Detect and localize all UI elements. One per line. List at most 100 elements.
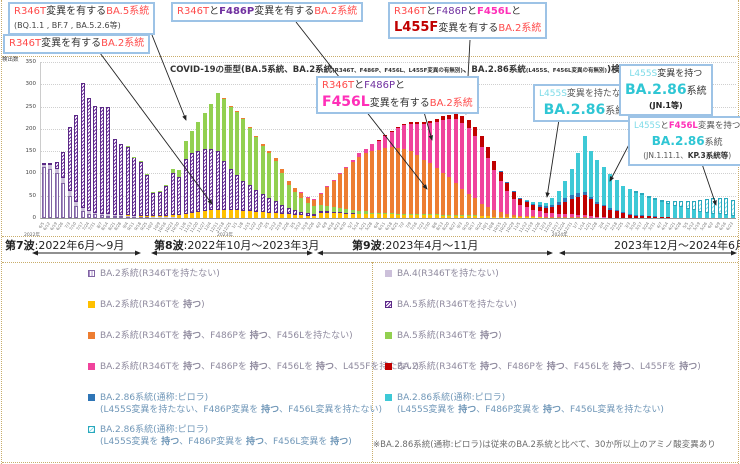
bar-segment-green [202, 113, 207, 149]
bar-segment-red [511, 192, 516, 200]
bar-segment-green [453, 214, 458, 216]
bar-segment-orange [235, 111, 240, 113]
text-segment: 変異を有する [369, 97, 430, 109]
bar-segment-lp [119, 216, 124, 218]
bar-segment-hatch [235, 174, 240, 211]
bar-segment-yellow [434, 214, 439, 218]
bar-segment-red [588, 199, 593, 217]
bar-segment-lp [80, 210, 85, 218]
annotation-line: F456L変異を有するBA.2系統 [322, 93, 473, 112]
annotation-line: (BQ.1.1 , BF.7 , BA.5.2.6等) [14, 19, 149, 33]
bar-segment-yellow [299, 215, 304, 218]
legend-swatch-magenta [88, 363, 95, 370]
text-segment: 持つ [183, 331, 202, 341]
text-segment: BA.4(R346Tを持たない) [397, 269, 499, 279]
bar-segment-yellow [241, 210, 246, 218]
annotation-line: L455SとF456L変異を持つ [634, 119, 740, 133]
bar-segment-magenta [595, 217, 600, 218]
bar-segment-green [222, 99, 227, 161]
wave-label-bold: 第8波 [154, 239, 184, 252]
bar-segment-cyan [698, 211, 703, 218]
bar-segment-yellow [144, 215, 149, 217]
text-segment: R346T [322, 80, 355, 91]
bar-segment-yellow [402, 214, 407, 218]
chart-title: COVID-19の亜型(BA.5系統、BA.2系統(R346T、F486P、F4… [170, 57, 638, 76]
bar-segment-green [273, 160, 278, 202]
bar-segment-yellow [582, 217, 587, 218]
bar-segment-orange [254, 135, 259, 137]
bar-segment-orange [292, 187, 297, 193]
bar-segment-yellow [222, 209, 227, 218]
bar-segment-orange [415, 154, 420, 214]
annotation-line: BA.2.86系統 [625, 81, 707, 100]
legend-swatch-opencyan [88, 426, 95, 433]
bar-segment-blue [556, 201, 561, 205]
bar-segment-ba4 [151, 216, 156, 218]
bar-segment-opencyan [653, 197, 658, 200]
text-segment: R346T [177, 6, 210, 17]
bar-segment-yellow [235, 210, 240, 218]
y-axis-tick-label: 250 [25, 103, 37, 110]
bar-segment-ba4 [99, 214, 104, 216]
bar-segment-magenta [460, 122, 465, 189]
bar-segment-cyan [717, 214, 722, 218]
bar-segment-orange [383, 148, 388, 214]
bar-segment-red [659, 217, 664, 218]
bar-segment-hatch [196, 151, 201, 213]
text-segment: 持つ [161, 437, 180, 447]
annotation-line: (JN.1.11.1、KP.3系統等) [634, 149, 740, 163]
text-segment: BA.2系統(R346Tを [397, 362, 481, 372]
bar-segment-yellow [357, 214, 362, 218]
bar-segment-red [653, 216, 658, 218]
bar-segment-cyan [543, 202, 548, 207]
bar-segment-yellow [318, 212, 323, 218]
bar-segment-green [280, 172, 285, 205]
wave-label-text: :2022年6月〜9月 [34, 239, 125, 252]
bar-segment-red [460, 115, 465, 123]
bar-segment-magenta [608, 217, 613, 218]
bar-segment-magenta [434, 121, 439, 168]
bar-segment-orange [325, 187, 330, 206]
bar-segment-opencyan [672, 201, 677, 206]
bar-segment-orange [408, 151, 413, 214]
bar-segment-green [318, 204, 323, 211]
bar-segment-orange [563, 216, 568, 218]
bar-segment-yellow [215, 209, 220, 218]
year-label: 2022年 [24, 233, 40, 238]
bar-segment-ba4 [74, 201, 79, 206]
bar-segment-hatch [112, 139, 117, 216]
bar-segment-green [299, 197, 304, 212]
text-segment: 持つ [245, 437, 264, 447]
text-segment: と [354, 80, 365, 91]
bar-segment-blue [627, 213, 632, 215]
bar-segment-orange [370, 151, 375, 213]
bar-segment-yellow [138, 215, 143, 217]
y-axis-tick-label: 200 [25, 125, 37, 132]
bar-segment-orange [556, 216, 561, 218]
bar-segment-orange [511, 215, 516, 218]
bar-segment-green [209, 104, 214, 149]
bar-segment-red [453, 113, 458, 120]
bar-segment-magenta [318, 193, 323, 194]
bar-segment-red [569, 198, 574, 215]
bar-segment-magenta [550, 213, 555, 218]
bar-segment-red [505, 182, 510, 192]
bar-segment-blue [614, 209, 619, 212]
bar-segment-orange [466, 193, 471, 216]
bar-segment-magenta [569, 214, 574, 218]
text-segment: BA.2.86 [651, 133, 705, 148]
bar-segment-yellow [421, 214, 426, 218]
bar-segment-ba4 [106, 214, 111, 216]
bar-segment-red [492, 160, 497, 171]
bar-segment-magenta [492, 170, 497, 211]
text-segment: 持つ [612, 362, 631, 372]
bar-segment-yellow [492, 216, 497, 218]
bar-segment-hatch [273, 201, 278, 214]
text-segment: (R346T、F486P、F456L、L455F変異の有無別) [332, 68, 463, 74]
bar-segment-blue [621, 212, 626, 214]
bar-segment-magenta [344, 166, 349, 168]
legend-text: BA.4(R346Tを持たない) [385, 268, 701, 280]
bar-segment-hatch [54, 162, 59, 169]
legend-swatch-yellow [88, 301, 95, 308]
